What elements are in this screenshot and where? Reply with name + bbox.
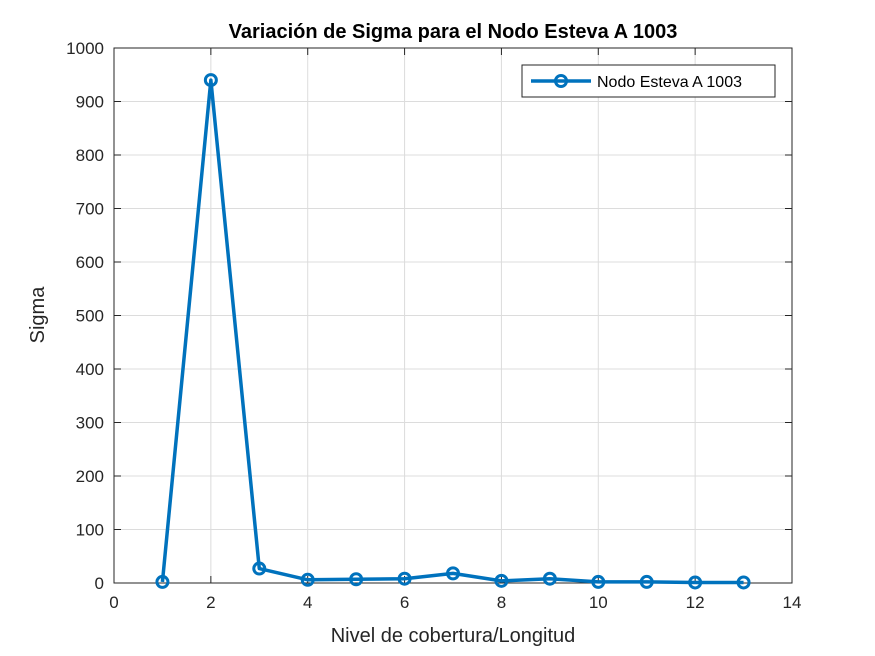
y-tick-label: 200 bbox=[76, 467, 104, 486]
y-tick-label: 600 bbox=[76, 253, 104, 272]
x-tick-label: 2 bbox=[206, 593, 215, 612]
x-tick-label: 10 bbox=[589, 593, 608, 612]
chart-title: Variación de Sigma para el Nodo Esteva A… bbox=[229, 21, 678, 43]
x-axis-label: Nivel de cobertura/Longitud bbox=[331, 625, 576, 647]
series-line bbox=[160, 78, 744, 585]
data-point-marker bbox=[639, 574, 654, 589]
data-point-marker bbox=[542, 571, 557, 586]
y-tick-label: 100 bbox=[76, 521, 104, 540]
data-point-marker bbox=[736, 575, 751, 590]
data-point-marker bbox=[494, 573, 509, 588]
data-point-marker bbox=[252, 561, 267, 576]
y-tick-label: 800 bbox=[76, 146, 104, 165]
y-tick-label: 900 bbox=[76, 93, 104, 112]
x-tick-label: 4 bbox=[303, 593, 312, 612]
y-tick-label: 500 bbox=[76, 307, 104, 326]
y-tick-label: 400 bbox=[76, 360, 104, 379]
data-point-marker bbox=[591, 574, 606, 589]
data-point-marker bbox=[688, 575, 703, 590]
data-point-marker bbox=[155, 574, 170, 589]
data-point-marker bbox=[300, 572, 315, 587]
x-tick-label: 14 bbox=[783, 593, 802, 612]
y-tick-label: 1000 bbox=[66, 39, 104, 58]
y-tick-label: 700 bbox=[76, 200, 104, 219]
axis-ticks: 0 2 4 6 8 10 12 14 0 100 200 300 400 500 600 700 800 900 1… bbox=[66, 39, 801, 612]
data-point-marker bbox=[446, 566, 460, 581]
data-point-marker bbox=[397, 571, 412, 586]
legend-marker-swatch bbox=[554, 74, 568, 88]
data-point-marker bbox=[203, 73, 218, 88]
y-tick-label: 0 bbox=[95, 574, 104, 593]
data-series bbox=[155, 73, 751, 590]
data-point-marker bbox=[349, 572, 364, 587]
y-tick-label: 300 bbox=[76, 414, 104, 433]
legend-entry-label: Nodo Esteva A 1003 bbox=[597, 74, 742, 91]
x-tick-label: 12 bbox=[686, 593, 705, 612]
x-tick-label: 8 bbox=[497, 593, 506, 612]
legend: Nodo Esteva A 1003 bbox=[521, 64, 776, 98]
x-tick-label: 6 bbox=[400, 593, 409, 612]
y-axis-label: Sigma bbox=[27, 286, 49, 344]
x-tick-label: 0 bbox=[109, 593, 118, 612]
